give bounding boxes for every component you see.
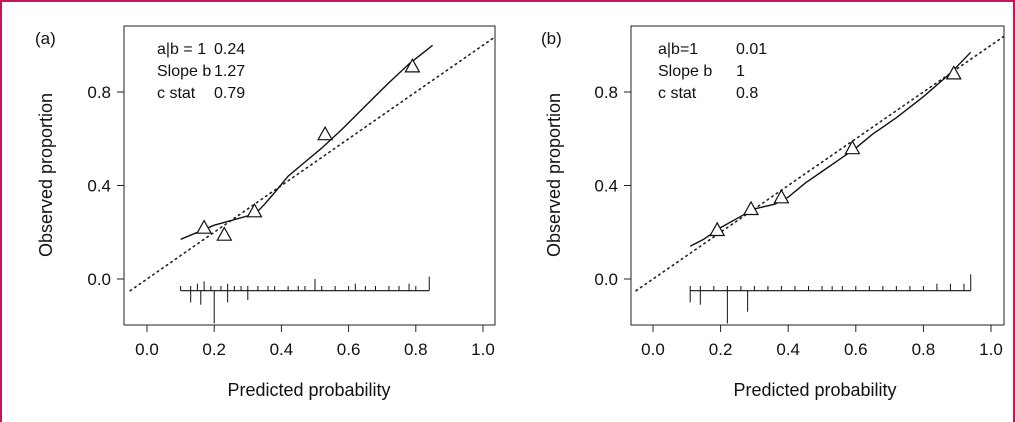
y-tick-label: 0.4 bbox=[594, 177, 618, 196]
y-axis-title: Observed proportion bbox=[36, 93, 56, 257]
panel-label: (b) bbox=[541, 29, 562, 48]
reference-line bbox=[129, 35, 495, 292]
plot-frame bbox=[630, 25, 1005, 326]
calibration-plot-b: (b) 0.0 0.2 0.4 0.6 0.8 1.0 0.0 0.4 0.8 Predicted … bbox=[541, 25, 1005, 400]
grouped-point-triangle bbox=[246, 202, 263, 218]
x-tick-label: 0.6 bbox=[844, 340, 868, 359]
stat-label: a|b=1 bbox=[658, 41, 698, 58]
grouped-point-triangle bbox=[317, 125, 334, 141]
y-axis-title: Observed proportion bbox=[544, 93, 564, 257]
y-tick-label: 0.0 bbox=[594, 270, 618, 289]
grouped-point-triangle bbox=[742, 200, 760, 216]
stat-label: Slope b bbox=[157, 63, 211, 80]
x-tick-label: 0.4 bbox=[270, 340, 294, 359]
stat-value: 0.8 bbox=[736, 85, 758, 102]
x-tick-label: 0.4 bbox=[776, 340, 800, 359]
panel-label: (a) bbox=[35, 29, 56, 48]
x-tick-label: 0.2 bbox=[709, 340, 733, 359]
y-tick-label: 0.4 bbox=[87, 177, 111, 196]
grouped-point-triangle bbox=[196, 219, 213, 234]
x-tick-label: 1.0 bbox=[979, 340, 1003, 359]
y-tick-label: 0.8 bbox=[87, 83, 111, 102]
stat-value: 1.27 bbox=[214, 63, 245, 80]
x-axis-title: Predicted probability bbox=[227, 380, 390, 400]
grouped-point-triangle bbox=[844, 139, 861, 155]
x-tick-label: 0.0 bbox=[135, 340, 159, 359]
x-axis-title: Predicted probability bbox=[733, 380, 896, 400]
x-tick-label: 0.8 bbox=[912, 340, 936, 359]
stat-label: a|b = 1 bbox=[157, 41, 206, 58]
calibration-curve bbox=[180, 44, 434, 240]
grouped-point-triangle bbox=[773, 188, 790, 204]
stat-value: 0.79 bbox=[214, 85, 245, 102]
y-tick-label: 0.8 bbox=[594, 83, 618, 102]
x-tick-label: 0.2 bbox=[202, 340, 226, 359]
stat-label: c stat bbox=[157, 85, 196, 102]
stat-value: 1 bbox=[736, 63, 745, 80]
stat-label: Slope b bbox=[658, 63, 712, 80]
x-tick-label: 0.8 bbox=[404, 340, 428, 359]
grouped-point-triangle bbox=[404, 58, 421, 73]
x-tick-label: 1.0 bbox=[471, 340, 495, 359]
grouped-point-triangle bbox=[709, 221, 726, 237]
stat-value: 0.24 bbox=[214, 41, 245, 58]
y-tick-label: 0.0 bbox=[87, 270, 111, 289]
calibration-plot-a: (a) 0.0 0.2 0.4 0.6 0.8 1.0 0.0 0.4 0.8 Predicted … bbox=[35, 25, 496, 400]
calibration-curve bbox=[689, 51, 972, 247]
stat-label: c stat bbox=[658, 85, 697, 102]
x-tick-label: 0.6 bbox=[337, 340, 361, 359]
plot-frame bbox=[123, 25, 496, 326]
grouped-point-triangle bbox=[945, 65, 962, 80]
x-tick-label: 0.0 bbox=[641, 340, 665, 359]
stat-value: 0.01 bbox=[736, 41, 767, 58]
grouped-point-triangle bbox=[216, 226, 233, 241]
reference-line bbox=[635, 35, 1004, 292]
